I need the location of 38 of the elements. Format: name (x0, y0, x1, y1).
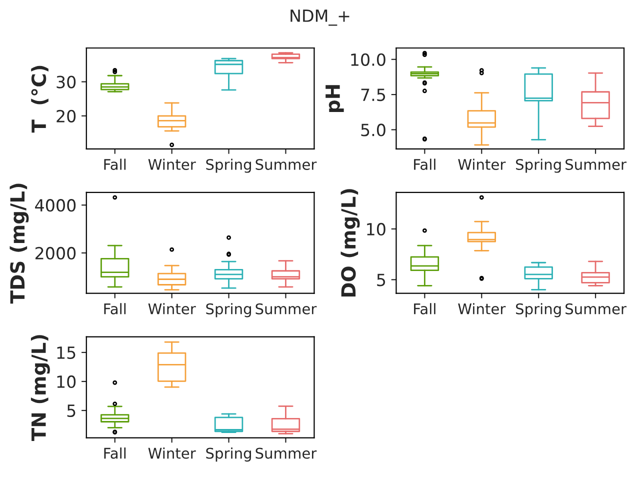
y-tick-label: 5 (377, 274, 386, 286)
x-tick-label: Fall (104, 447, 126, 459)
y-tick-label: 5 (67, 404, 76, 418)
x-tick-label: Spring (516, 303, 561, 318)
x-tick-label: Spring (206, 303, 251, 318)
x-tick-label: Summer (566, 303, 626, 314)
x-tick-label: Winter (148, 158, 196, 170)
y-tick-label: 20 (56, 110, 76, 122)
y-axis-title: TDS (mg/L) (10, 184, 29, 304)
x-tick-label: Summer (566, 158, 626, 170)
y-tick-label: 10.0 (351, 53, 386, 66)
y-tick-label: 7.5 (361, 88, 386, 102)
x-tick-label: Fall (104, 303, 126, 314)
x-tick-label: Summer (256, 158, 317, 170)
y-tick-label: 10 (367, 222, 386, 236)
x-tick-label: Spring (206, 158, 251, 173)
y-axis-title: T (°C) (31, 66, 48, 133)
y-tick-label: 4000 (35, 199, 76, 212)
chart-title: NDM_+ (290, 10, 350, 26)
x-tick-label: Spring (516, 158, 561, 173)
x-tick-label: Fall (414, 158, 436, 170)
x-tick-label: Winter (148, 303, 196, 314)
x-tick-label: Summer (256, 448, 317, 459)
y-axis-title: pH (326, 85, 344, 112)
y-tick-label: 10 (57, 375, 76, 388)
y-tick-label: 2000 (35, 246, 76, 260)
x-tick-label: Summer (256, 303, 317, 314)
y-tick-label: 30 (56, 76, 76, 88)
x-tick-label: Spring (206, 447, 251, 462)
y-tick-label: 15 (57, 346, 76, 360)
x-tick-label: Winter (458, 303, 506, 314)
y-tick-label: 5.0 (361, 124, 386, 136)
x-tick-label: Fall (104, 158, 126, 170)
y-axis-title: TN (mg/L) (30, 335, 50, 442)
y-axis-title: DO (mg/L) (340, 189, 360, 297)
x-tick-label: Fall (414, 303, 436, 314)
x-tick-label: Winter (458, 158, 506, 170)
x-tick-label: Winter (148, 447, 196, 459)
